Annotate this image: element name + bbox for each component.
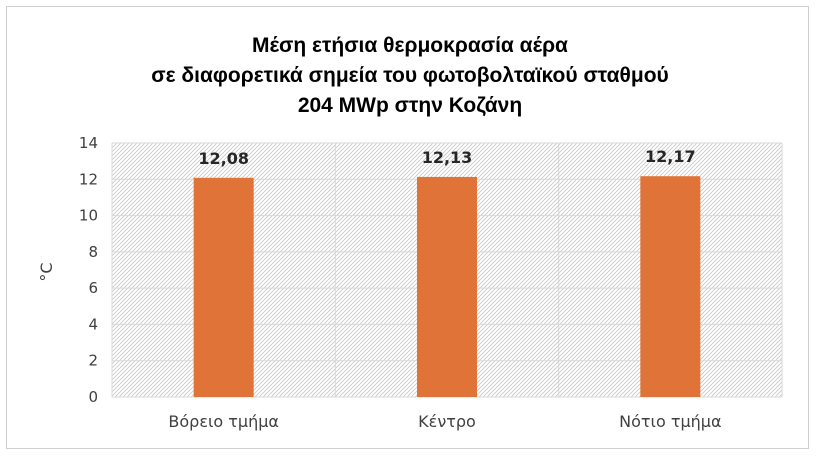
x-tick-label: Νότιο τμήμα: [619, 412, 721, 431]
chart-title: Μέση ετήσια θερμοκρασία αέρα σε διαφορετ…: [151, 34, 669, 117]
chart-title-line-1: Μέση ετήσια θερμοκρασία αέρα: [252, 34, 568, 57]
bars: [193, 176, 701, 397]
bar: [640, 176, 701, 397]
y-tick-label: 2: [88, 352, 98, 370]
data-labels: 12,08 12,13 12,17: [198, 147, 695, 168]
y-axis-title: °C: [37, 262, 56, 281]
y-tick-label: 6: [88, 279, 98, 297]
data-label: 12,08: [198, 149, 249, 168]
data-label: 12,13: [422, 148, 473, 167]
bar: [417, 176, 477, 397]
chart-title-line-2: σε διαφορετικά σημεία του φωτοβολταϊκού …: [151, 64, 669, 87]
y-tick-label: 4: [88, 315, 98, 333]
x-tick-label: Κέντρο: [418, 412, 476, 431]
x-tick-label: Βόρειο τμήμα: [168, 412, 279, 431]
y-axis-ticks: 0 2 4 6 8 10 12 14: [79, 134, 98, 406]
y-tick-label: 10: [79, 207, 98, 225]
y-tick-label: 0: [88, 388, 98, 406]
y-tick-label: 14: [79, 134, 98, 152]
bar: [193, 177, 254, 397]
data-label: 12,17: [645, 147, 696, 166]
chart-title-line-3: 204 MWp στην Κοζάνη: [298, 94, 522, 117]
y-tick-label: 8: [88, 243, 98, 261]
x-axis-labels: Βόρειο τμήμα Κέντρο Νότιο τμήμα: [168, 412, 721, 431]
y-tick-label: 12: [79, 170, 98, 188]
